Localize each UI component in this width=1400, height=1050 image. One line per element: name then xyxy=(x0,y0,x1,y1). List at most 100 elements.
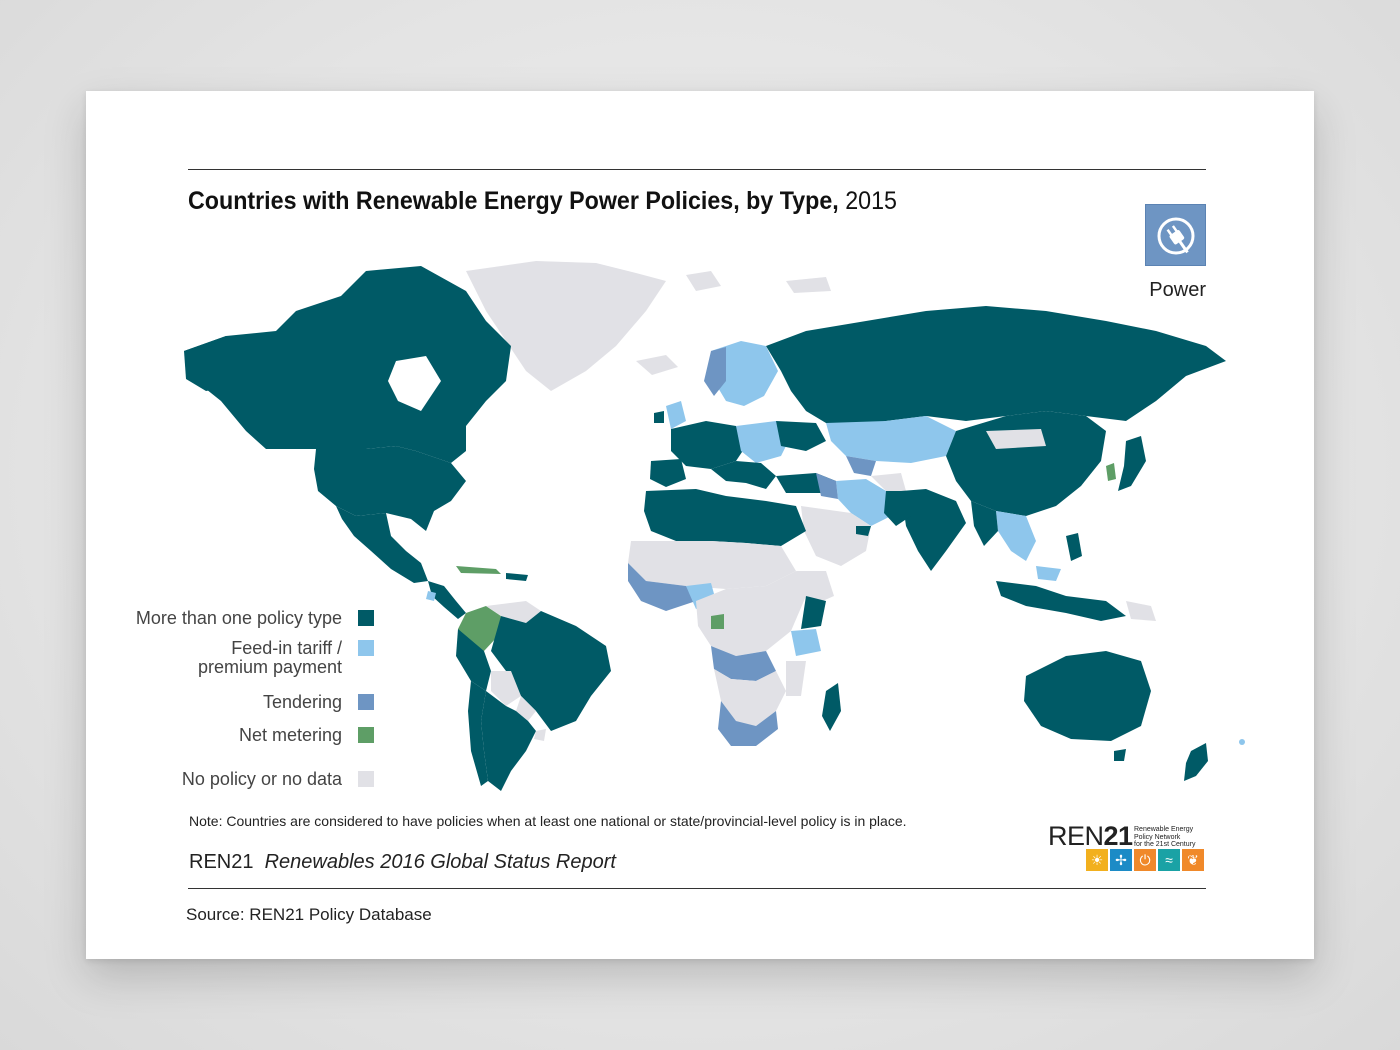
iran xyxy=(836,479,891,526)
svalbard xyxy=(686,271,721,291)
japan xyxy=(1118,436,1146,491)
canada xyxy=(184,266,511,463)
legend-swatch-net-metering xyxy=(358,727,374,743)
uruguay xyxy=(534,729,546,741)
korea xyxy=(1106,463,1116,481)
power-icon: ⏻ xyxy=(1134,849,1156,871)
arabia xyxy=(801,506,871,566)
south-africa xyxy=(718,701,778,746)
uk xyxy=(666,401,686,429)
world-map xyxy=(184,261,1245,791)
legend-label-no-policy: No policy or no data xyxy=(181,769,342,789)
southern-africa xyxy=(714,669,786,726)
ren21-tagline: Renewable Energy Policy Network for the … xyxy=(1134,826,1195,849)
legend-label-feed-in-line2: premium payment xyxy=(197,657,342,677)
mexico xyxy=(336,506,428,583)
sahel xyxy=(628,541,796,589)
southeast-asia xyxy=(996,511,1036,561)
central-africa xyxy=(696,571,806,656)
angola-zambia xyxy=(711,646,776,681)
ren21-word: REN xyxy=(1048,821,1104,851)
gabon xyxy=(711,614,724,629)
australia xyxy=(1024,651,1151,741)
brazil xyxy=(491,611,611,731)
legend-swatch-no-policy xyxy=(358,771,374,787)
indonesia xyxy=(996,581,1126,621)
iberia xyxy=(650,459,686,487)
russia xyxy=(766,306,1226,426)
legend-swatch-multiple xyxy=(358,610,374,626)
tanzania xyxy=(791,629,821,656)
uae xyxy=(856,526,871,536)
ethiopia xyxy=(796,571,834,606)
mozambique xyxy=(786,661,806,696)
alaska xyxy=(184,336,246,391)
myanmar xyxy=(971,501,998,546)
ren21-tagline-line2: Policy Network xyxy=(1134,833,1181,841)
ireland xyxy=(654,411,664,423)
legend-label-multiple: More than one policy type xyxy=(135,608,342,628)
ren21-icon-tiles: ☀ ✢ ⏻ ≈ ❦ xyxy=(1086,849,1204,871)
report-card: Countries with Renewable Energy Power Po… xyxy=(86,91,1314,959)
bolivia xyxy=(491,671,521,706)
tasmania xyxy=(1114,749,1126,761)
legend-label-tendering: Tendering xyxy=(262,692,342,712)
legend-swatch-feed-in xyxy=(358,640,374,656)
iceland xyxy=(636,355,678,375)
ren21-tagline-line1: Renewable Energy xyxy=(1134,826,1194,833)
italy-balkans xyxy=(711,461,776,489)
papua xyxy=(1126,601,1156,621)
west-africa xyxy=(628,563,696,611)
new-zealand xyxy=(1184,743,1208,781)
power-plug-icon xyxy=(1145,204,1206,266)
sun-icon: ☀ xyxy=(1086,849,1108,871)
afghanistan xyxy=(871,473,906,491)
bottom-rule xyxy=(188,888,1206,889)
chile xyxy=(468,681,488,786)
western-europe xyxy=(671,421,746,469)
report-title: Renewables 2016 Global Status Report xyxy=(264,851,616,873)
wind-turbine-icon: ✢ xyxy=(1110,849,1132,871)
argentina xyxy=(481,691,536,791)
usa xyxy=(314,446,466,531)
legend-label-feed-in-line1: Feed-in tariff / xyxy=(231,638,342,658)
map-title-year: 2015 xyxy=(845,187,897,215)
pakistan xyxy=(884,491,911,526)
power-label: Power xyxy=(1149,279,1206,301)
map-title: Countries with Renewable Energy Power Po… xyxy=(188,187,897,216)
norway xyxy=(704,347,726,396)
kenya xyxy=(801,596,826,629)
ren21-logo: REN21 Renewable Energy Policy Network fo… xyxy=(1048,821,1208,873)
central-europe xyxy=(736,421,791,463)
legend-swatch-tendering xyxy=(358,694,374,710)
ukraine xyxy=(776,421,826,451)
india xyxy=(901,489,966,571)
leaf-icon: ❦ xyxy=(1182,849,1204,871)
pacific-island xyxy=(1239,739,1245,745)
kazakhstan xyxy=(826,416,956,463)
scandinavia xyxy=(711,341,778,406)
uzbekistan xyxy=(846,456,876,476)
caribbean-islands xyxy=(506,573,528,581)
top-rule xyxy=(188,169,1206,170)
arctic-islands xyxy=(786,277,831,293)
report-org: REN21 xyxy=(189,851,254,873)
peru xyxy=(456,629,491,691)
ren21-tagline-line3: for the 21st Century xyxy=(1134,841,1196,848)
map-title-main: Countries with Renewable Energy Power Po… xyxy=(188,187,839,215)
ren21-wordmark: REN21 xyxy=(1048,821,1133,852)
philippines xyxy=(1066,533,1082,561)
central-america xyxy=(428,581,466,619)
greenland xyxy=(466,261,666,391)
legend-label-net-metering: Net metering xyxy=(238,725,342,745)
note-text: Note: Countries are considered to have p… xyxy=(189,813,907,829)
madagascar xyxy=(822,683,841,731)
paraguay xyxy=(516,696,536,721)
iraq-syria xyxy=(816,473,838,499)
guatemala xyxy=(426,591,436,601)
china xyxy=(946,411,1106,516)
malaysia xyxy=(1036,566,1061,581)
hudson-bay xyxy=(388,356,441,411)
north-africa xyxy=(644,489,806,546)
water-icon: ≈ xyxy=(1158,849,1180,871)
